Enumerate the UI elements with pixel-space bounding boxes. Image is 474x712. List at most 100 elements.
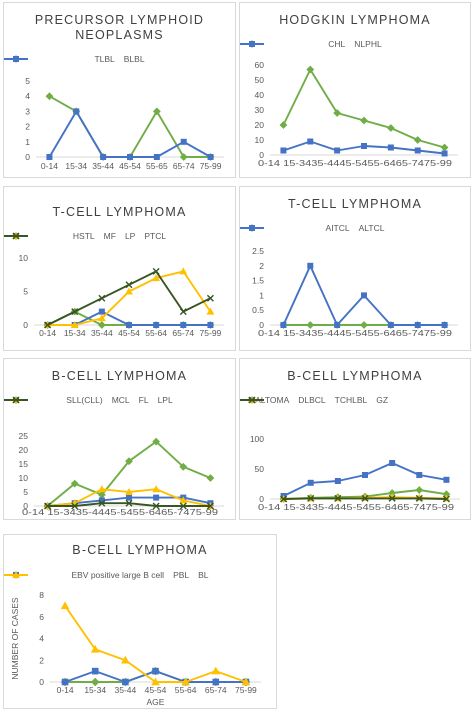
- chart-title: T-CELL LYMPHOMA: [288, 197, 422, 211]
- x-tick-label: 45-54: [118, 328, 140, 338]
- data-point: [153, 494, 160, 501]
- chart-plot: 0 1 2 3 4 5 0-14 15-34 35-44 45-54 55-65 65-74 75-99: [25, 76, 224, 171]
- data-point: [125, 287, 133, 295]
- x-tick-label: 0-14: [39, 328, 56, 338]
- data-point: [98, 308, 105, 315]
- legend-item: NLPHL: [240, 39, 382, 49]
- data-point: [179, 502, 187, 510]
- data-point: [280, 495, 288, 503]
- legend-item: BLBL: [4, 54, 145, 64]
- x-tick-label: 0-14: [41, 161, 58, 171]
- x-tick-label: 55-65: [146, 161, 168, 171]
- data-point: [46, 154, 53, 160]
- legend-item: PTCL: [4, 231, 166, 241]
- data-point: [153, 322, 160, 328]
- x-tick-labels: 0-14 15-3435-4445-5455-6465-7475-99: [22, 507, 219, 517]
- y-tick-label: 1: [259, 290, 264, 300]
- y-tick-label: 20: [19, 445, 29, 455]
- data-point: [152, 274, 161, 282]
- chart-plot: 0 50 100 0-14 15-3435-4445-5455-6465-7475-9…: [250, 434, 460, 512]
- x-tick-labels: 0-14 15-3435-4445-5455-6465-7475-99: [258, 328, 453, 338]
- data-point: [361, 494, 369, 502]
- data-point: [206, 294, 214, 302]
- data-point: [388, 489, 397, 497]
- legend-label: SLL(CLL): [66, 395, 103, 405]
- data-point: [179, 496, 188, 504]
- data-point: [414, 322, 421, 328]
- y-tick-label: 15: [19, 459, 29, 469]
- data-point: [98, 499, 106, 507]
- data-point: [307, 138, 314, 145]
- data-point: [60, 601, 70, 610]
- y-tick-label: 8: [39, 590, 44, 600]
- data-point: [125, 487, 133, 495]
- data-point: [207, 154, 214, 160]
- data-point: [211, 666, 221, 675]
- x-tick-label: 55-64: [175, 685, 197, 695]
- data-point: [362, 472, 368, 478]
- legend-item: ALTCL: [240, 223, 385, 233]
- series-lpl: [44, 499, 214, 510]
- data-point: [179, 267, 188, 275]
- data-point: [206, 502, 214, 510]
- y-tick-label: 5: [23, 287, 28, 297]
- data-point: [361, 292, 367, 299]
- y-tick-label: 3: [25, 106, 30, 116]
- y-tick-label: 0.5: [252, 305, 264, 315]
- chart-title: T-CELL LYMPHOMA: [52, 205, 187, 219]
- series-ptcl: [44, 267, 214, 329]
- data-point: [61, 678, 69, 686]
- legend-label: TLBL: [94, 54, 115, 64]
- data-point: [152, 485, 161, 493]
- data-point: [90, 644, 100, 653]
- x-tick-label: 45-54: [145, 685, 167, 695]
- data-point: [127, 154, 133, 160]
- data-point: [241, 677, 251, 686]
- data-point: [413, 136, 422, 144]
- legend-label: NLPHL: [354, 39, 382, 49]
- y-tick-label: 20: [255, 120, 265, 130]
- chart-legend: MALTOMA DLBCL TCHLBL GZ: [240, 395, 470, 405]
- x-tick-label: 35-44: [114, 685, 136, 695]
- series-bl: [60, 601, 251, 686]
- y-tick-label: 0: [25, 152, 30, 162]
- data-point: [180, 322, 187, 328]
- x-tick-label: 65-74: [205, 685, 227, 695]
- legend-label: ALTCL: [358, 223, 385, 233]
- legend-symbol: [240, 396, 264, 404]
- legend-symbol: [4, 56, 28, 62]
- data-point: [361, 143, 367, 149]
- data-point: [443, 476, 450, 483]
- legend-label: GZ: [376, 395, 389, 405]
- series-gz: [280, 494, 450, 503]
- data-point: [98, 497, 105, 504]
- data-point: [153, 154, 160, 160]
- y-tick-label: 2: [25, 122, 30, 132]
- data-point: [71, 308, 79, 316]
- data-point: [442, 495, 450, 503]
- y-tick-label: 5: [25, 76, 30, 86]
- chart-panel-tcell-2: T-CELL LYMPHOMA AITCL ALTCL 0 0.5 1 1.5 2 2.5 0…: [239, 186, 471, 351]
- y-tick-label: 10: [19, 473, 29, 483]
- data-point: [98, 294, 106, 302]
- data-point: [44, 502, 52, 510]
- data-point: [125, 499, 133, 507]
- data-point: [73, 108, 80, 115]
- chart-title: HODGKIN LYMPHOMA: [279, 13, 431, 27]
- legend-symbol: [4, 570, 28, 578]
- x-tick-label: 15-34: [64, 328, 86, 338]
- data-point: [152, 267, 160, 275]
- data-point: [91, 667, 99, 675]
- data-point: [334, 494, 342, 502]
- data-point: [388, 494, 396, 502]
- data-point: [441, 322, 448, 328]
- y-tick-label: 25: [19, 431, 29, 441]
- y-tick-label: 4: [25, 91, 30, 101]
- data-point: [415, 494, 423, 502]
- y-tick-label: 4: [39, 634, 44, 644]
- x-tick-label: 35-44: [92, 161, 114, 171]
- legend-label: CHL: [328, 39, 346, 49]
- legend-symbol: [240, 225, 264, 231]
- y-tick-label: 0: [259, 320, 264, 330]
- x-tick-label: 0-14: [57, 685, 74, 695]
